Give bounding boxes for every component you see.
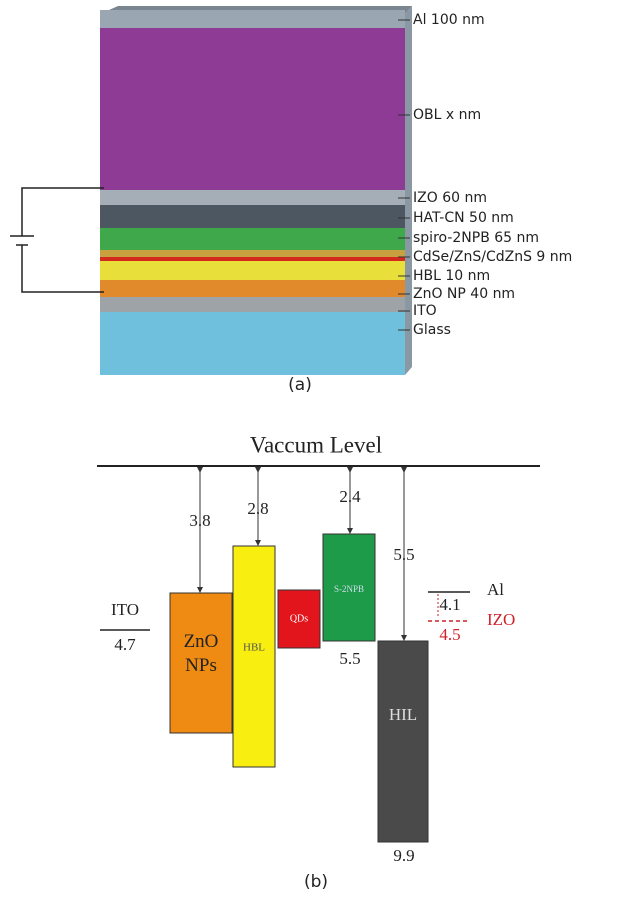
layer-label: ITO <box>413 303 437 319</box>
block-hil <box>378 641 428 842</box>
block-hbl <box>233 546 275 767</box>
level: 5.5 <box>339 649 360 668</box>
vacuum-title: Vaccum Level <box>250 432 382 457</box>
layer-labels: Al 100 nm OBL x nm IZO 60 nm HAT-CN 50 n… <box>413 12 572 338</box>
layer-label: CdSe/ZnS/CdZnS 9 nm <box>413 249 572 265</box>
electrode-label: Al <box>487 580 504 599</box>
figure: Al 100 nm OBL x nm IZO 60 nm HAT-CN 50 n… <box>0 0 632 897</box>
layer-label: ZnO NP 40 nm <box>413 286 515 302</box>
block-label: S-2NPB <box>334 584 364 594</box>
layer-obl <box>100 28 405 190</box>
circuit <box>10 188 104 292</box>
caption: (a) <box>288 375 312 395</box>
layer-label: OBL x nm <box>413 107 481 123</box>
layer-label: spiro-2NPB 65 nm <box>413 230 539 246</box>
level: 9.9 <box>393 846 414 865</box>
layer-hbl <box>100 261 405 280</box>
electrode-label: ITO <box>111 600 139 619</box>
layer-izo <box>100 190 405 205</box>
layer-zno <box>100 280 405 297</box>
side-face <box>405 6 412 375</box>
level: 4.1 <box>439 595 460 614</box>
level: 2.4 <box>339 487 361 506</box>
block-label: HIL <box>389 705 417 724</box>
diagram: Al 100 nm OBL x nm IZO 60 nm HAT-CN 50 n… <box>0 0 632 897</box>
layer-ito <box>100 297 405 312</box>
layer-al <box>100 10 405 28</box>
layer-spiro <box>100 228 405 250</box>
block-label: HBL <box>243 642 265 654</box>
level: 3.8 <box>189 511 210 530</box>
layer-label: HAT-CN 50 nm <box>413 210 514 226</box>
level: 4.5 <box>439 625 460 644</box>
electrode-label: IZO <box>487 610 515 629</box>
layer-label: Al 100 nm <box>413 12 485 28</box>
layer-hatcn <box>100 205 405 228</box>
block-label: QDs <box>290 613 308 624</box>
caption: (b) <box>304 872 328 892</box>
level: 2.8 <box>247 499 268 518</box>
layer-label: IZO 60 nm <box>413 190 487 206</box>
layer-qd-red <box>100 257 405 261</box>
layer-glass <box>100 312 405 375</box>
layer-label: HBL 10 nm <box>413 268 490 284</box>
level: 4.7 <box>114 635 136 654</box>
block-label: ZnO NPs <box>170 630 232 678</box>
level: 5.5 <box>393 545 414 564</box>
layer-label: Glass <box>413 322 451 338</box>
